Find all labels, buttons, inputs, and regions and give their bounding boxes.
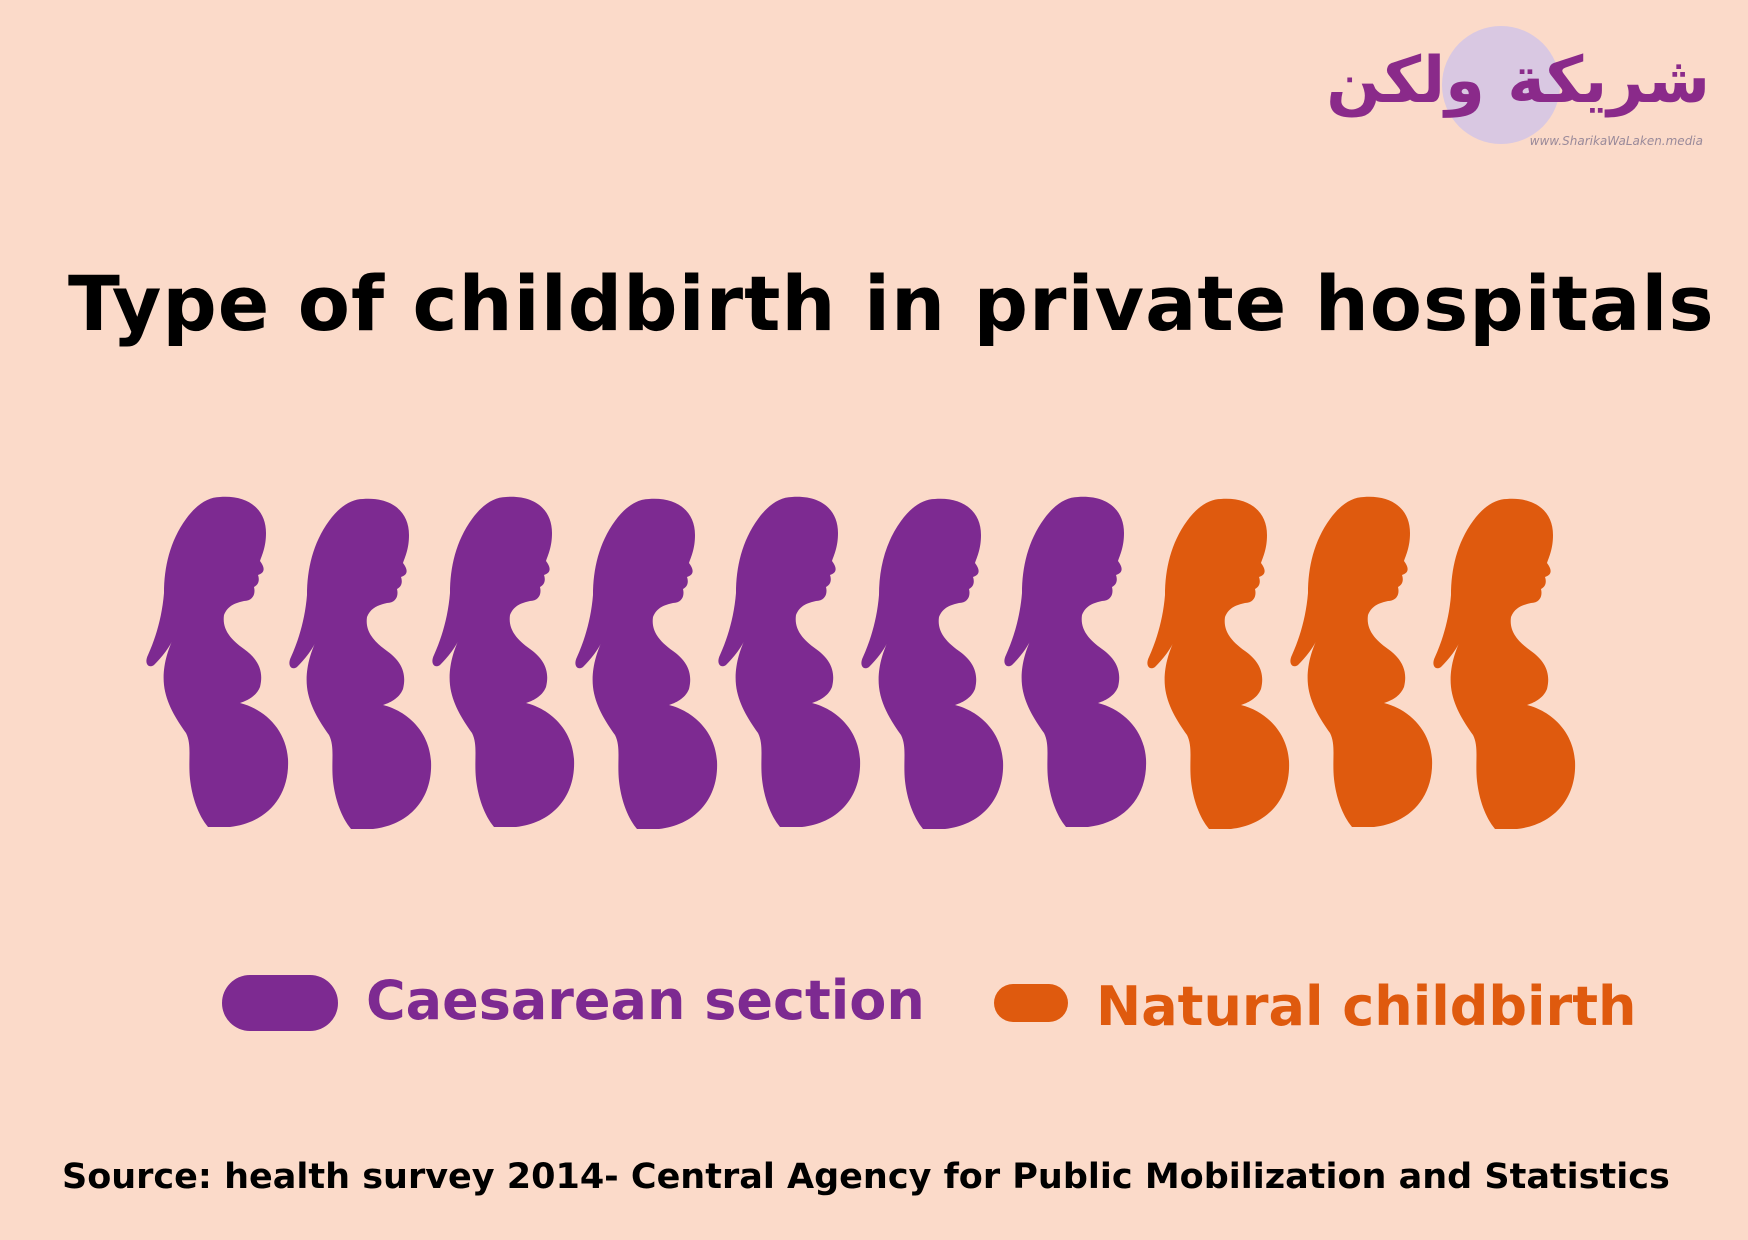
logo-speech-bubble [1442,26,1560,144]
caesarean-figure-icon [1004,496,1147,827]
natural-figure-icon [1147,498,1290,829]
caesarean-figure-icon [289,498,432,829]
caesarean-figure-icon [575,498,718,829]
natural-figure-icon [1433,498,1576,829]
logo-wordmark: شريكة ولكن [1326,44,1710,118]
brand-logo: شريكة ولكن www.SharikaWaLaken.media [1326,22,1715,157]
logo-url: www.SharikaWaLaken.media [1529,134,1703,148]
legend-label-natural: Natural childbirth [1096,975,1637,1038]
natural-figure-icon [1290,496,1433,827]
legend-swatch-caesarean [222,975,338,1031]
caesarean-figure-icon [861,498,1004,829]
caesarean-figure-icon [432,496,575,827]
caesarean-figure-icon [718,496,861,827]
legend-label-caesarean: Caesarean section [366,969,925,1032]
chart-title: Type of childbirth in private hospitals [68,259,1715,348]
caesarean-figure-icon [146,496,289,827]
source-note: Source: health survey 2014- Central Agen… [62,1157,1670,1197]
legend-swatch-natural [994,984,1068,1022]
